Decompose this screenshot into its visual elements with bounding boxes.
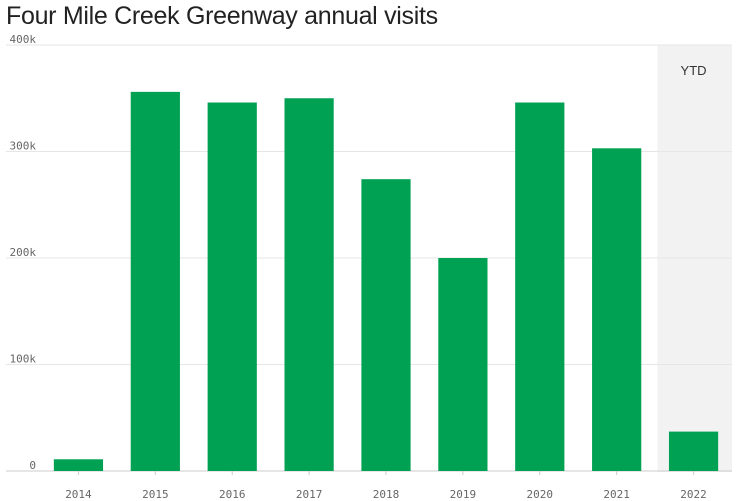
bar-2022 (668, 431, 719, 471)
y-tick-label: 100k (10, 353, 37, 366)
bar-2021 (592, 148, 642, 471)
bar-2018 (361, 179, 411, 471)
ytd-label: YTD (681, 63, 707, 78)
y-axis-ticks: 0 100k 200k 300k 400k (10, 33, 37, 472)
x-tick-label: 2015 (142, 488, 169, 501)
bar-2019 (438, 258, 488, 471)
x-tick-label: 2020 (527, 488, 554, 501)
chart-title: Four Mile Creek Greenway annual visits (6, 2, 438, 30)
bar-2017 (284, 98, 334, 471)
y-tick-label: 300k (10, 140, 37, 153)
bars (53, 91, 719, 472)
y-tick-label: 0 (29, 459, 36, 472)
x-tick-label: 2018 (373, 488, 400, 501)
x-tick-label: 2017 (296, 488, 323, 501)
bar-2014 (53, 459, 104, 471)
y-tick-label: 200k (10, 246, 37, 259)
x-axis-ticks: 2014 2015 2016 2017 2018 2019 2020 2021 2022 (65, 471, 707, 501)
x-tick-label: 2014 (65, 488, 92, 501)
x-tick-label: 2016 (219, 488, 246, 501)
bar-2020 (515, 102, 565, 471)
y-tick-label: 400k (10, 33, 37, 46)
x-tick-label: 2019 (450, 488, 477, 501)
x-tick-label: 2022 (680, 488, 707, 501)
bar-2015 (130, 91, 180, 472)
bar-2016 (207, 102, 257, 471)
x-tick-label: 2021 (603, 488, 630, 501)
